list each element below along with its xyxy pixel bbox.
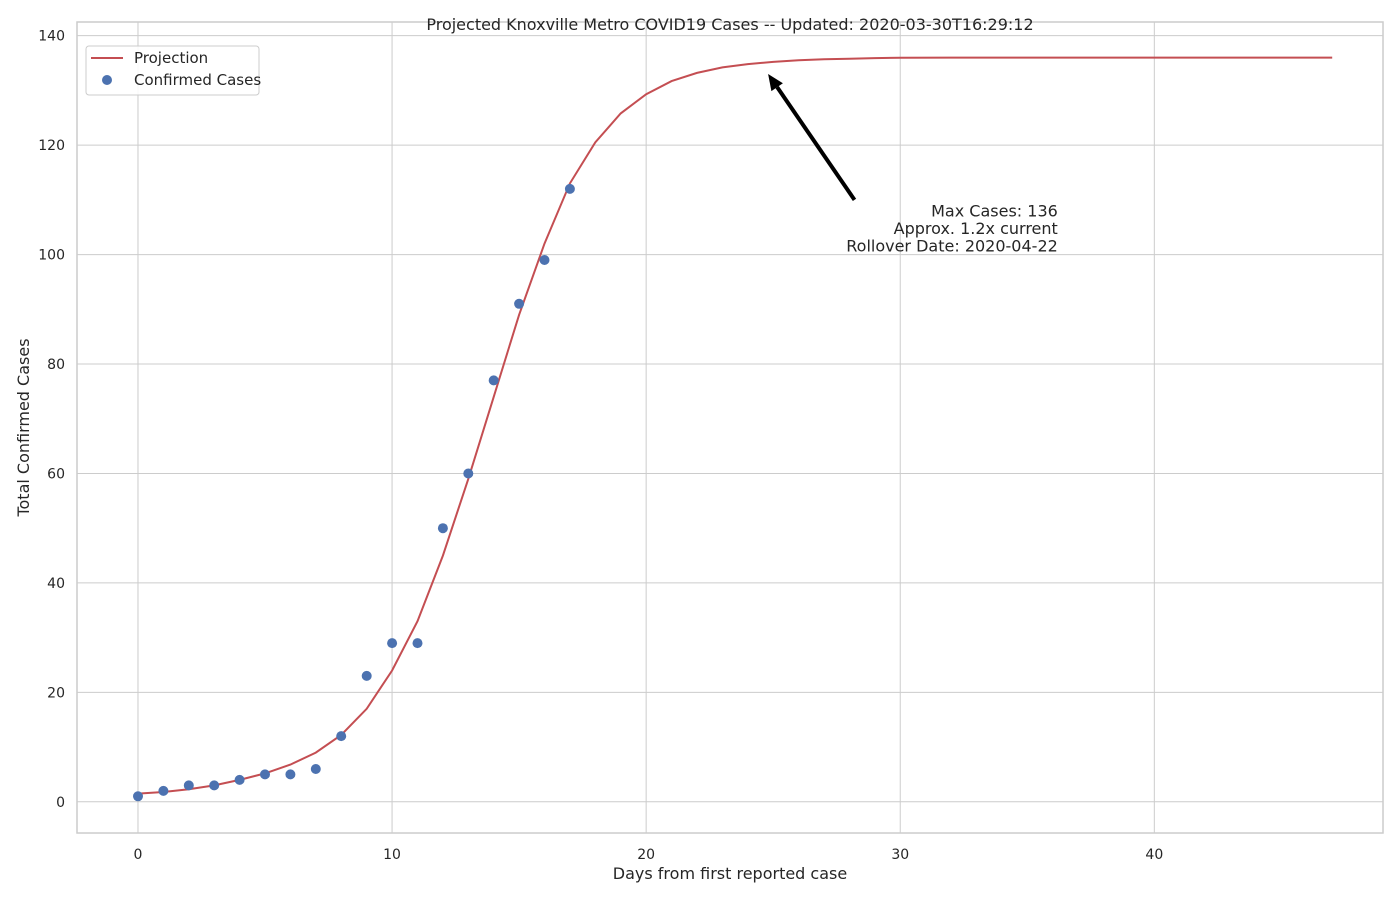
legend-dot-swatch <box>102 75 112 85</box>
x-tick-label: 20 <box>637 847 655 863</box>
legend-box <box>85 45 260 96</box>
y-tick-label: 120 <box>38 138 65 154</box>
y-tick-label: 100 <box>38 248 65 264</box>
tick-labels: 0 10 20 30 40 0 20 40 60 80 100 120 140 <box>38 29 1163 863</box>
series-layer <box>133 56 1333 802</box>
x-tick-label: 40 <box>1145 847 1163 863</box>
projection-line <box>137 56 1333 795</box>
confirmed-case-point <box>285 769 296 780</box>
y-tick-label: 40 <box>47 576 65 592</box>
confirmed-case-point <box>514 298 525 309</box>
x-tick-label: 0 <box>134 847 143 863</box>
x-tick-label: 30 <box>891 847 909 863</box>
grid <box>77 22 1383 833</box>
confirmed-case-point <box>183 780 194 791</box>
chart-title: Projected Knoxville Metro COVID19 Cases … <box>426 15 1033 34</box>
y-axis-label: Total Confirmed Cases <box>14 338 33 517</box>
plot-frame <box>76 21 1384 834</box>
confirmed-case-point <box>539 255 550 265</box>
confirmed-case-point <box>387 638 398 649</box>
y-tick-label: 0 <box>56 795 65 811</box>
y-tick-label: 80 <box>47 357 65 373</box>
annotation-line: Approx. 1.2x current <box>894 219 1058 238</box>
legend: Projection Confirmed Cases <box>85 45 261 96</box>
confirmed-case-point <box>564 183 575 194</box>
confirmed-case-point <box>310 764 321 774</box>
annotation-line: Rollover Date: 2020-04-22 <box>846 236 1058 255</box>
confirmed-case-point <box>488 375 499 386</box>
legend-label-projection: Projection <box>134 49 208 67</box>
confirmed-case-point <box>234 774 245 785</box>
confirmed-case-point <box>260 769 270 780</box>
x-axis-label: Days from first reported case <box>613 864 847 883</box>
confirmed-case-point <box>463 468 474 479</box>
confirmed-case-point <box>361 670 372 681</box>
y-tick-label: 60 <box>47 466 65 482</box>
annotation-arrow-shaft <box>775 86 857 201</box>
confirmed-case-point <box>412 638 423 649</box>
confirmed-case-point <box>437 523 448 534</box>
y-tick-label: 20 <box>47 685 65 701</box>
annotation-arrow-head <box>768 74 783 92</box>
x-tick-label: 10 <box>383 847 401 863</box>
confirmed-case-point <box>209 780 220 791</box>
legend-label-confirmed: Confirmed Cases <box>134 71 261 89</box>
confirmed-case-point <box>158 785 169 796</box>
y-tick-label: 140 <box>38 29 65 45</box>
annotation-line: Max Cases: 136 <box>931 201 1058 220</box>
confirmed-case-point <box>133 791 143 802</box>
confirmed-case-point <box>336 731 347 742</box>
